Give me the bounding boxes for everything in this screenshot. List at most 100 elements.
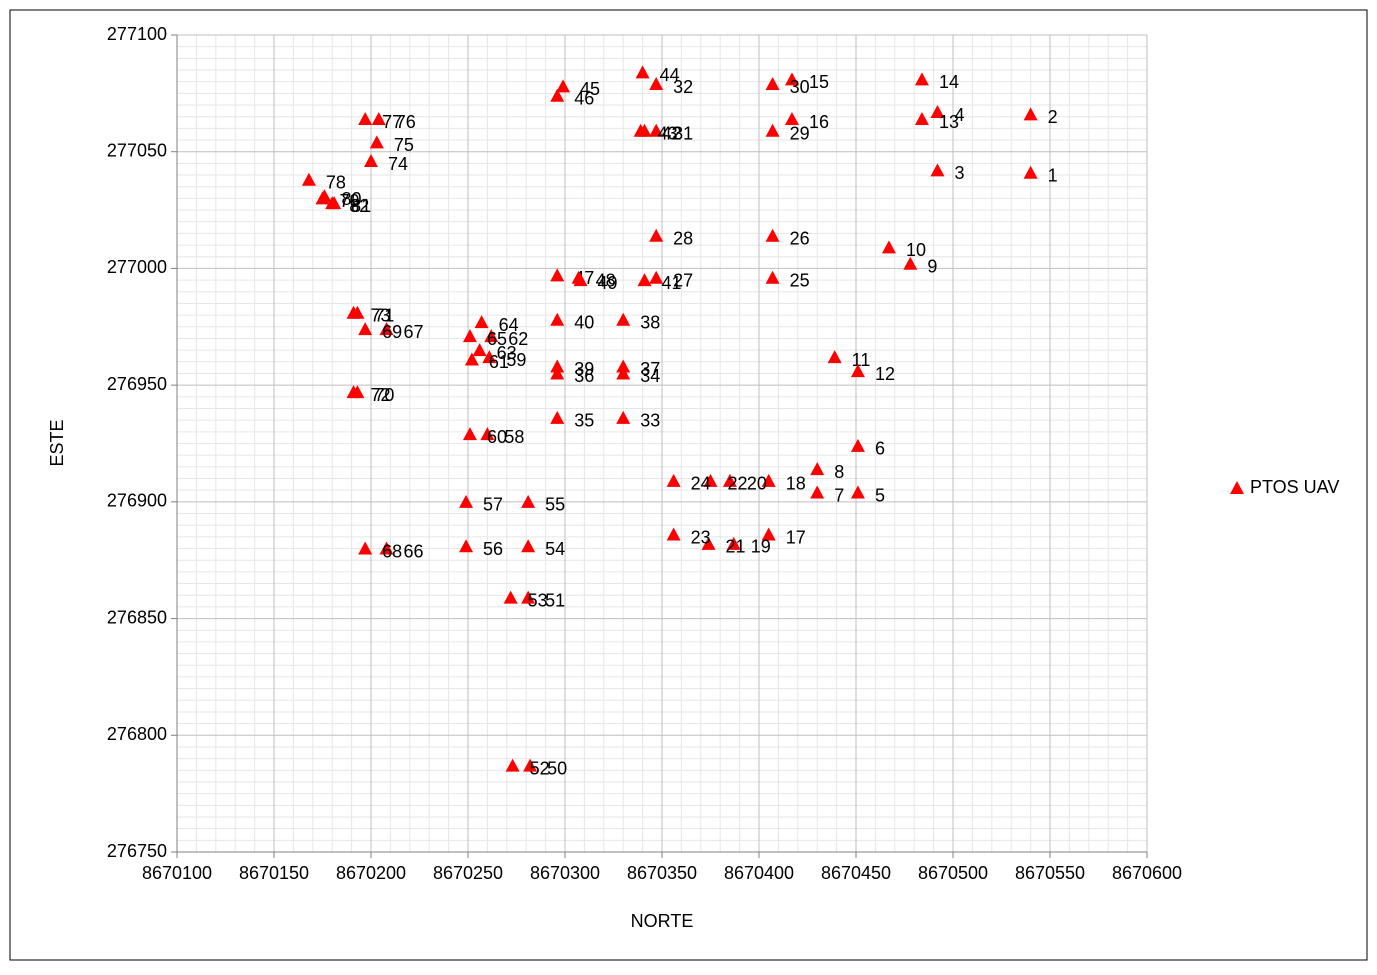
y-tick-label: 276850: [107, 607, 167, 627]
point: [765, 77, 780, 91]
point-label: 14: [939, 72, 959, 92]
point-label: 73: [371, 306, 391, 326]
point: [464, 352, 479, 366]
point-label: 5: [875, 485, 885, 505]
x-tick-label: 8670100: [142, 863, 212, 883]
point-label: 40: [574, 313, 594, 333]
point-label: 27: [673, 271, 693, 291]
point: [930, 105, 945, 119]
point-label: 15: [809, 72, 829, 92]
y-tick-label: 277050: [107, 140, 167, 160]
point-label: 63: [497, 343, 517, 363]
point: [666, 473, 681, 487]
point-label: 33: [640, 411, 660, 431]
y-tick-label: 276750: [107, 841, 167, 861]
point-label: 26: [790, 228, 810, 248]
point: [474, 315, 489, 329]
point-label: 82: [349, 196, 369, 216]
point-label: 76: [396, 112, 416, 132]
point-label: 78: [326, 172, 346, 192]
chart-frame: [9, 9, 1368, 961]
point-label: 57: [483, 495, 503, 515]
point-label: 74: [388, 154, 408, 174]
point: [649, 228, 664, 242]
point-label: 37: [640, 359, 660, 379]
point-label: 45: [580, 79, 600, 99]
point-label: 23: [691, 527, 711, 547]
point: [1023, 165, 1038, 179]
point-label: 50: [547, 758, 567, 778]
point-label: 48: [596, 271, 616, 291]
y-axis-title: ESTE: [47, 419, 67, 466]
point: [761, 473, 776, 487]
point: [635, 65, 650, 79]
point: [503, 590, 518, 604]
x-axis-title: NORTE: [631, 911, 694, 931]
x-tick-label: 8670150: [239, 863, 309, 883]
point-label: 18: [786, 474, 806, 494]
point-label: 8: [834, 462, 844, 482]
point: [550, 88, 565, 102]
y-tick-label: 277000: [107, 257, 167, 277]
point-label: 46: [574, 88, 594, 108]
point: [480, 427, 495, 441]
point-label: 29: [790, 123, 810, 143]
point: [523, 758, 538, 772]
point: [573, 273, 588, 287]
point-label: 54: [545, 539, 565, 559]
point-label: 62: [508, 329, 528, 349]
point-label: 16: [809, 112, 829, 132]
point: [616, 312, 631, 326]
point-label: 59: [506, 350, 526, 370]
point-label: 11: [852, 350, 871, 370]
y-tick-label: 276800: [107, 724, 167, 744]
point-label: 68: [382, 541, 402, 561]
point: [765, 123, 780, 137]
point-label: 32: [673, 77, 693, 97]
point-label: 81: [351, 196, 371, 216]
point-label: 21: [726, 537, 746, 557]
point-label: 65: [487, 329, 507, 349]
point-label: 71: [374, 306, 394, 326]
point-label: 39: [574, 359, 594, 379]
point-label: 80: [341, 189, 361, 209]
point: [346, 305, 361, 319]
point-label: 66: [404, 541, 424, 561]
point: [346, 385, 361, 399]
point: [301, 172, 316, 186]
point: [369, 135, 384, 149]
point: [914, 112, 929, 126]
point-label: 2: [1048, 107, 1058, 127]
x-tick-label: 8670450: [821, 863, 891, 883]
y-tick-label: 276950: [107, 374, 167, 394]
point-label: 51: [545, 590, 565, 610]
point-label: 58: [504, 427, 524, 447]
point: [930, 163, 945, 177]
point: [881, 240, 896, 254]
point-label: 43: [658, 123, 678, 143]
point: [649, 123, 664, 137]
point: [550, 268, 565, 282]
x-tick-label: 8670250: [433, 863, 503, 883]
point: [850, 485, 865, 499]
point-label: 22: [728, 474, 748, 494]
point-label: 24: [691, 474, 711, 494]
point: [550, 366, 565, 380]
point: [914, 72, 929, 86]
point: [556, 79, 571, 93]
point: [521, 590, 536, 604]
point-label: 4: [954, 105, 964, 125]
point-label: 7: [834, 485, 844, 505]
point: [850, 364, 865, 378]
point: [358, 112, 373, 126]
point: [726, 536, 741, 550]
point: [472, 343, 487, 357]
point-label: 17: [786, 527, 806, 547]
point-label: 20: [747, 474, 767, 494]
x-tick-label: 8670350: [627, 863, 697, 883]
point: [358, 322, 373, 336]
point: [379, 322, 394, 336]
point-label: 42: [662, 123, 682, 143]
point-label: 69: [382, 322, 402, 342]
point-label: 10: [906, 240, 926, 260]
